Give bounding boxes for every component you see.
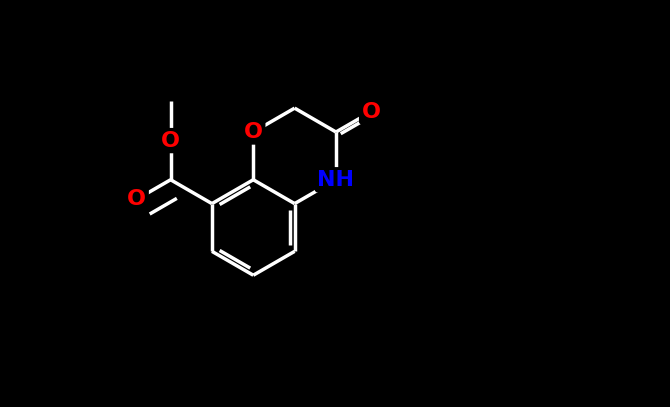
- Text: O: O: [127, 189, 146, 209]
- Text: O: O: [161, 131, 180, 151]
- Text: O: O: [362, 102, 381, 122]
- Text: NH: NH: [318, 170, 354, 190]
- Text: O: O: [244, 122, 263, 142]
